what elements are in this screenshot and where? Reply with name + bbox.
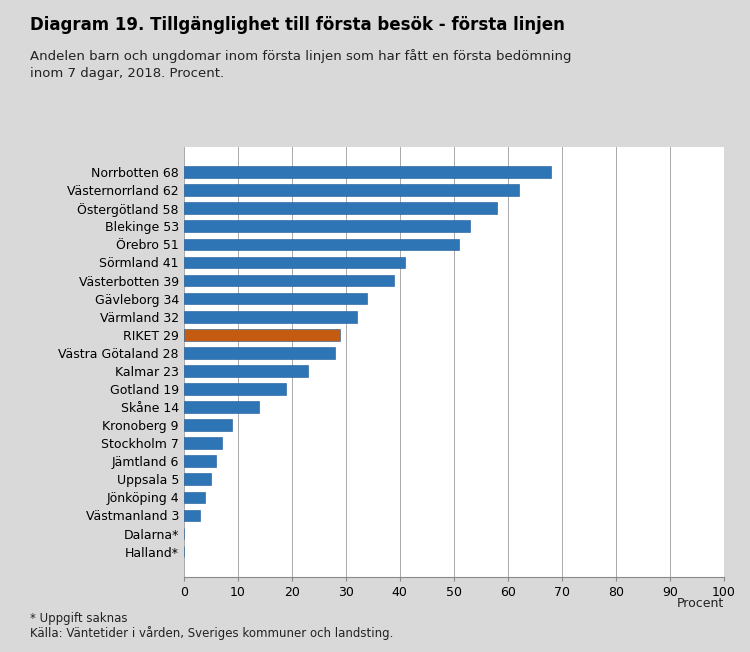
Bar (184, 455, 216, 467)
Bar (184, 510, 200, 522)
Text: Källa: Väntetider i vården, Sveriges kommuner och landsting.: Källa: Väntetider i vården, Sveriges kom… (30, 626, 393, 640)
Bar (184, 419, 232, 431)
Bar (184, 437, 221, 449)
Bar (184, 274, 394, 286)
Bar (184, 293, 368, 304)
Bar (184, 347, 335, 359)
Text: Diagram 19. Tillgänglighet till första besök - första linjen: Diagram 19. Tillgänglighet till första b… (30, 16, 565, 35)
Bar (184, 473, 211, 485)
Bar (184, 220, 470, 232)
Text: Procent: Procent (676, 597, 724, 610)
Bar (184, 329, 340, 340)
Bar (184, 257, 405, 269)
Bar (184, 492, 206, 503)
Bar (184, 166, 551, 178)
Bar (184, 401, 260, 413)
Bar (184, 311, 356, 323)
Bar (184, 239, 459, 250)
Bar (184, 202, 497, 214)
Bar (184, 185, 518, 196)
Bar (184, 365, 308, 377)
Bar (184, 383, 286, 395)
Text: * Uppgift saknas: * Uppgift saknas (30, 612, 128, 625)
Text: Andelen barn och ungdomar inom första linjen som har fått en första bedömning
in: Andelen barn och ungdomar inom första li… (30, 49, 572, 80)
